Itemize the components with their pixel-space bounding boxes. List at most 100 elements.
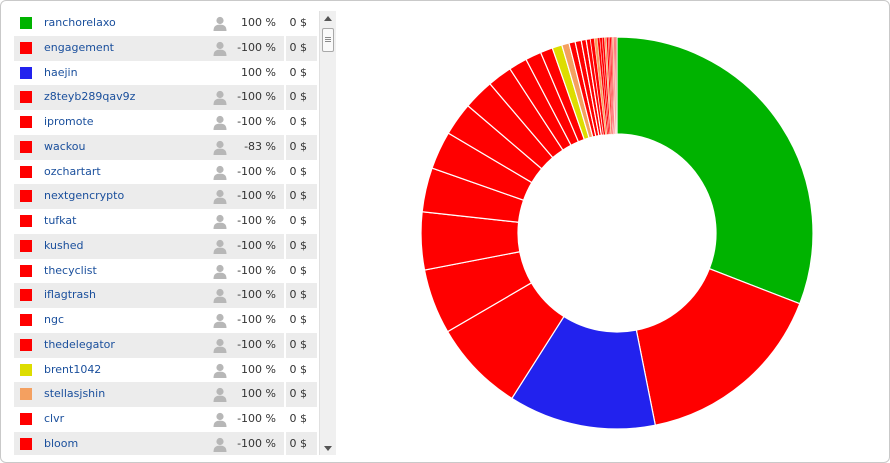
list-item: nextgencrypto -100 % 0 $ <box>14 184 317 209</box>
donut-slice-minor-34[interactable] <box>616 36 618 135</box>
user-avatar-icon <box>212 41 228 56</box>
donut-slice-ranchorelaxo[interactable] <box>616 36 814 305</box>
color-swatch <box>20 413 32 425</box>
vote-percent: -100 % <box>237 90 276 104</box>
vote-value: 0 $ <box>289 164 308 178</box>
color-swatch <box>20 41 32 54</box>
scroll-grip-line <box>325 39 331 40</box>
vote-percent: -100 % <box>237 412 276 425</box>
column-divider <box>284 60 286 86</box>
column-divider <box>284 159 286 185</box>
account-link[interactable]: thecyclist <box>44 263 97 277</box>
scroll-thumb[interactable] <box>322 28 334 52</box>
column-divider <box>284 332 286 358</box>
vote-value: 0 $ <box>289 16 308 29</box>
user-avatar-icon <box>212 189 228 205</box>
user-avatar-icon <box>212 239 228 254</box>
color-swatch <box>20 239 32 252</box>
account-link[interactable]: ozchartart <box>44 164 101 178</box>
vote-percent: -100 % <box>237 164 276 178</box>
user-avatar-icon <box>212 437 228 452</box>
vote-percent: -100 % <box>237 214 276 227</box>
vote-value: 0 $ <box>289 288 308 302</box>
account-link[interactable]: nextgencrypto <box>44 189 125 203</box>
account-link[interactable]: ranchorelaxo <box>44 16 116 29</box>
vote-value: 0 $ <box>289 40 308 54</box>
account-link[interactable]: z8teyb289qav9z <box>44 90 136 104</box>
account-link[interactable]: brent1042 <box>44 362 102 376</box>
vote-value: 0 $ <box>289 238 308 252</box>
account-link[interactable]: bloom <box>44 436 79 450</box>
color-swatch <box>20 116 32 128</box>
column-divider <box>284 209 286 234</box>
vote-value: 0 $ <box>289 313 308 326</box>
scroll-down-arrow-icon[interactable] <box>320 441 336 455</box>
vote-percent: 100 % <box>241 16 276 29</box>
voter-list[interactable]: ranchorelaxo 100 % 0 $ engagement -100 % 0 $ h… <box>14 11 317 455</box>
account-link[interactable]: ngc <box>44 313 65 326</box>
color-swatch <box>20 91 32 104</box>
account-link[interactable]: tufkat <box>44 214 77 227</box>
vote-value: 0 $ <box>289 436 308 450</box>
account-link[interactable]: kushed <box>44 238 84 252</box>
list-item: z8teyb289qav9z -100 % 0 $ <box>14 85 317 110</box>
color-swatch <box>20 17 32 29</box>
vote-value: 0 $ <box>289 362 308 376</box>
account-link[interactable]: clvr <box>44 412 65 425</box>
column-divider <box>284 407 286 432</box>
list-item: haejin 100 % 0 $ <box>14 60 317 86</box>
list-item: ranchorelaxo 100 % 0 $ <box>14 11 317 36</box>
color-swatch <box>20 437 32 450</box>
vote-value: 0 $ <box>289 189 308 203</box>
vote-value: 0 $ <box>289 412 308 425</box>
column-divider <box>284 382 286 407</box>
vote-value: 0 $ <box>289 263 308 277</box>
list-scrollbar[interactable] <box>319 11 336 455</box>
account-link[interactable]: haejin <box>44 65 78 79</box>
column-divider <box>284 357 286 383</box>
user-avatar-icon <box>212 288 228 304</box>
list-item: iflagtrash -100 % 0 $ <box>14 283 317 308</box>
vote-value: 0 $ <box>289 115 308 128</box>
column-divider <box>284 134 286 160</box>
column-divider <box>284 110 286 135</box>
list-item: engagement -100 % 0 $ <box>14 35 317 61</box>
vote-donut-chart <box>420 36 814 430</box>
account-link[interactable]: thedelegator <box>44 337 115 351</box>
color-swatch <box>20 165 32 178</box>
vote-percent: 100 % <box>241 387 276 401</box>
list-item: stellasjshin 100 % 0 $ <box>14 382 317 407</box>
list-item: ngc -100 % 0 $ <box>14 308 317 333</box>
column-divider <box>284 283 286 308</box>
list-item: bloom -100 % 0 $ <box>14 431 317 455</box>
account-link[interactable]: ipromote <box>44 115 94 128</box>
account-link[interactable]: wackou <box>44 139 86 153</box>
vote-percent: -100 % <box>237 189 276 203</box>
user-avatar-icon <box>212 90 228 106</box>
vote-percent: -100 % <box>237 40 276 54</box>
column-divider <box>284 233 286 259</box>
column-divider <box>284 184 286 209</box>
vote-value: 0 $ <box>289 387 308 401</box>
user-avatar-icon <box>212 363 228 378</box>
account-link[interactable]: iflagtrash <box>44 288 96 302</box>
donut-slice-engagement[interactable] <box>635 267 801 426</box>
user-avatar-icon <box>212 264 228 279</box>
vote-percent: -100 % <box>237 238 276 252</box>
scroll-up-arrow-icon[interactable] <box>320 11 336 25</box>
list-item: thecyclist -100 % 0 $ <box>14 258 317 284</box>
user-avatar-icon <box>212 16 228 31</box>
vote-value: 0 $ <box>289 337 308 351</box>
vote-donut-chart-area <box>409 25 829 441</box>
user-avatar-icon <box>212 387 228 403</box>
vote-percent: -83 % <box>244 139 276 153</box>
vote-percent: 100 % <box>241 362 276 376</box>
account-link[interactable]: stellasjshin <box>44 387 106 401</box>
account-link[interactable]: engagement <box>44 40 114 54</box>
color-swatch <box>20 264 32 277</box>
user-avatar-icon <box>212 338 228 353</box>
vote-value: 0 $ <box>289 90 308 104</box>
vote-percent: -100 % <box>237 263 276 277</box>
color-swatch <box>20 289 32 302</box>
